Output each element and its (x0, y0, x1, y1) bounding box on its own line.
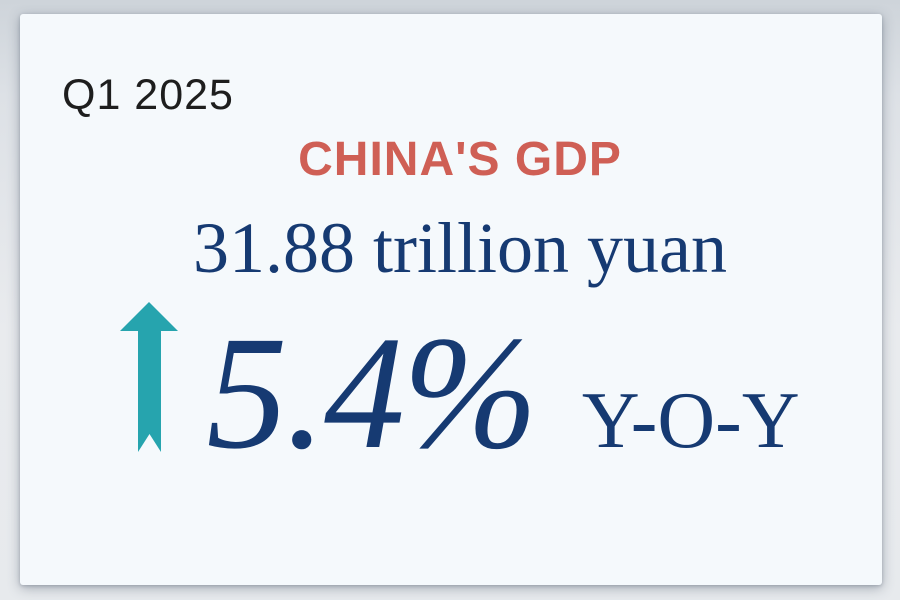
gdp-infographic-card: Q1 2025 CHINA'S GDP 31.88 trillion yuan … (20, 14, 882, 585)
gdp-title: CHINA'S GDP (298, 133, 622, 186)
up-arrow-icon (120, 302, 179, 452)
growth-label: Y-O-Y (581, 377, 800, 465)
period-label: Q1 2025 (62, 71, 234, 119)
growth-value: 5.4% (206, 304, 537, 483)
growth-row: 5.4% Y-O-Y (20, 302, 900, 512)
gdp-amount: 31.88 trillion yuan (193, 208, 727, 288)
